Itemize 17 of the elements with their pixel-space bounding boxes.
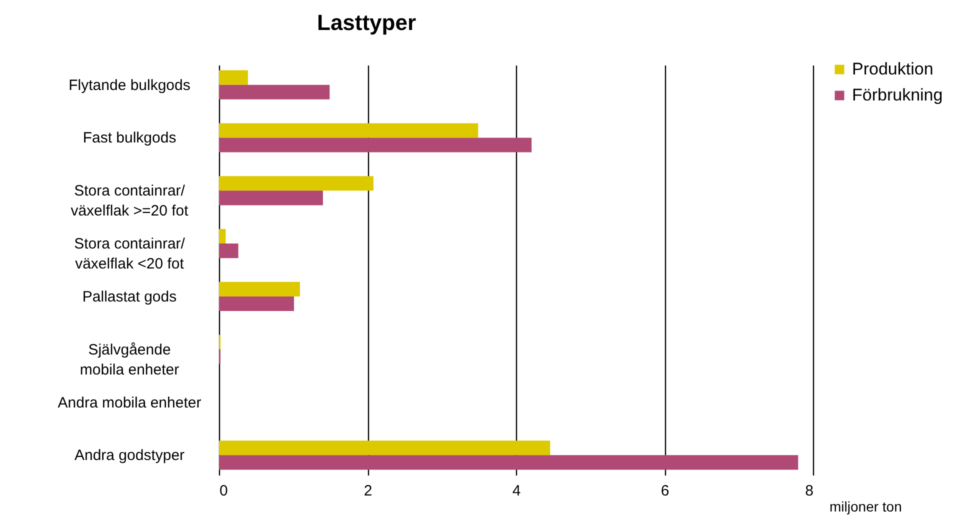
x-tick-label: 6 xyxy=(660,482,670,500)
legend-label: Förbrukning xyxy=(852,86,943,104)
y-tick-label: Pallastat gods xyxy=(82,288,177,306)
y-tick-label: Andra godstyper xyxy=(74,447,185,464)
x-tick-label: 2 xyxy=(364,482,372,500)
x-axis-title: miljoner ton xyxy=(830,498,902,514)
y-tick-label: Fast bulkgods xyxy=(82,130,176,147)
x-tick-label: 8 xyxy=(805,482,814,500)
legend-label: Produktion xyxy=(852,60,934,78)
y-tick-label: Andra mobila enheter xyxy=(58,394,202,412)
y-tick-label: Självgående mobila enheter xyxy=(80,341,180,378)
chart-title: Lasttyper xyxy=(317,10,416,35)
y-tick-label: Flytande bulkgods xyxy=(68,76,190,94)
y-tick-label: Stora containrar/ växelflak >=20 fot xyxy=(70,182,190,220)
y-tick-label: Stora containrar/ växelflak <20 fot xyxy=(74,236,186,273)
x-tick-label: 4 xyxy=(512,482,521,500)
x-tick-label: 0 xyxy=(220,482,228,500)
